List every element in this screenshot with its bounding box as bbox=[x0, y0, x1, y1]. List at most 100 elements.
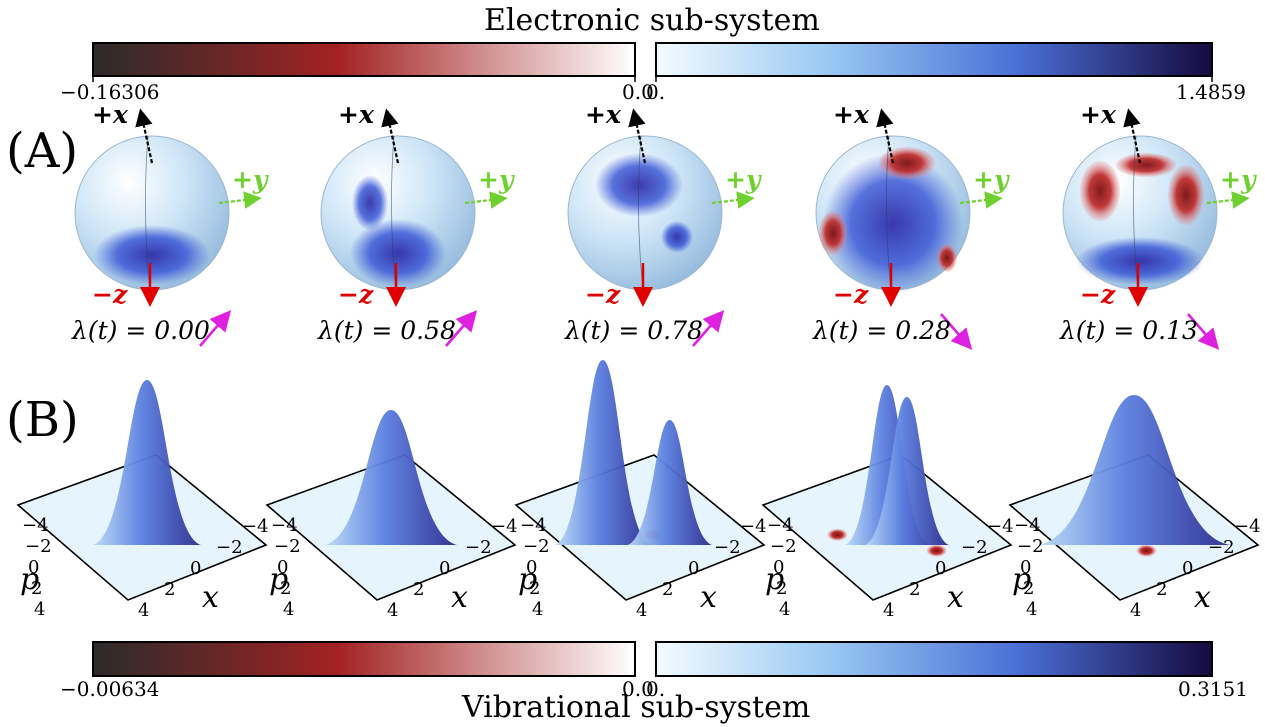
wigner-peak bbox=[554, 360, 651, 545]
sphere-positive-region bbox=[823, 153, 963, 293]
plus-y-label: +y bbox=[973, 165, 1009, 194]
sphere-negative-region bbox=[1168, 165, 1204, 225]
sphere-positive-region bbox=[350, 219, 446, 287]
phase-space-plane bbox=[514, 454, 766, 601]
wigner-surface-4 bbox=[761, 385, 1013, 601]
x-tick-label: 0 bbox=[688, 558, 700, 579]
wigner-surface-2 bbox=[265, 410, 517, 601]
electronic-colorbar-title: Electronic sub-system bbox=[484, 3, 820, 38]
sphere-positive-region bbox=[1076, 237, 1204, 285]
p-axis-label: p bbox=[518, 562, 538, 597]
p-tick-label: −2 bbox=[523, 536, 550, 557]
x-tick-label: 2 bbox=[909, 579, 921, 600]
p-tick-label: −4 bbox=[767, 515, 794, 536]
electronic-pos-max-label: 1.4859 bbox=[1176, 80, 1246, 104]
bloch-sphere-2 bbox=[320, 108, 508, 347]
p-tick-label: 0 bbox=[1020, 557, 1032, 578]
bloch-sphere-1 bbox=[74, 108, 262, 347]
x-tick-label: 2 bbox=[1156, 579, 1168, 600]
p-tick-label: 0 bbox=[277, 557, 289, 578]
p-tick-label: −2 bbox=[274, 536, 301, 557]
negative-region bbox=[926, 544, 947, 557]
panel-a-label: (A) bbox=[6, 123, 79, 179]
plus-x-arrow bbox=[135, 108, 154, 164]
sphere-negative-region bbox=[819, 211, 847, 255]
plus-y-label: +y bbox=[232, 165, 268, 194]
p-tick-label: 4 bbox=[532, 599, 544, 620]
sphere-meridian bbox=[1133, 135, 1139, 291]
trend-down-arrow bbox=[940, 313, 973, 350]
p-tick-label: −4 bbox=[22, 515, 49, 536]
plus-x-label: +x bbox=[585, 100, 621, 129]
plus-x-arrow bbox=[381, 108, 400, 164]
p-tick-label: 2 bbox=[280, 578, 292, 599]
plus-x-label: +x bbox=[338, 100, 374, 129]
electronic-pos-colorbar bbox=[655, 42, 1213, 77]
vibrational-pos-min-label: 0. bbox=[646, 677, 666, 701]
p-tick-label: 0 bbox=[773, 557, 785, 578]
p-tick-label: 0 bbox=[526, 557, 538, 578]
wigner-peak bbox=[864, 397, 949, 545]
panel-b-label: (B) bbox=[6, 392, 79, 448]
plus-y-label: +y bbox=[1220, 165, 1256, 194]
x-tick-label: 0 bbox=[935, 558, 947, 579]
electronic-neg-max-label: 0.0 bbox=[622, 80, 654, 104]
sphere-meridian bbox=[391, 135, 397, 291]
minus-z-label: −z bbox=[92, 280, 128, 309]
x-tick-label: −2 bbox=[465, 537, 492, 558]
electronic-neg-colorbar bbox=[92, 42, 636, 77]
p-axis-label: p bbox=[1012, 562, 1032, 597]
vibrational-neg-min-label: −0.00634 bbox=[60, 677, 160, 701]
lambda-label: λ(t) = 0.00 bbox=[72, 316, 210, 345]
bloch-sphere-4 bbox=[815, 108, 1003, 350]
minus-z-label: −z bbox=[833, 280, 869, 309]
plus-x-arrow bbox=[628, 108, 647, 164]
x-tick-label: 4 bbox=[1130, 600, 1142, 621]
sphere-meridian bbox=[145, 135, 151, 291]
x-tick-label: −2 bbox=[216, 537, 243, 558]
lambda-label: λ(t) = 0.28 bbox=[813, 316, 951, 345]
p-tick-label: 4 bbox=[1026, 599, 1038, 620]
x-tick-label: −4 bbox=[740, 516, 767, 537]
x-tick-label: −2 bbox=[1208, 537, 1235, 558]
minus-z-label: −z bbox=[585, 280, 621, 309]
x-tick-label: 2 bbox=[662, 579, 674, 600]
p-tick-label: −4 bbox=[1014, 515, 1041, 536]
x-tick-label: 0 bbox=[439, 558, 451, 579]
bloch-spheres-row bbox=[74, 108, 1250, 350]
negative-region bbox=[827, 528, 848, 541]
bloch-sphere-5 bbox=[1062, 108, 1250, 350]
vibrational-pos-colorbar bbox=[655, 641, 1213, 677]
trend-up-arrow bbox=[199, 310, 232, 347]
trend-up-arrow bbox=[445, 310, 478, 347]
x-tick-label: 4 bbox=[138, 600, 150, 621]
wigner-peak bbox=[627, 420, 712, 545]
sphere-meridian bbox=[638, 135, 644, 291]
sphere-positive-region bbox=[352, 175, 388, 231]
wigner-peak bbox=[92, 380, 201, 545]
sphere-positive-region bbox=[595, 153, 683, 217]
minus-z-label: −z bbox=[1080, 280, 1116, 309]
x-axis-label: x bbox=[1194, 580, 1211, 615]
plus-x-label: +x bbox=[92, 100, 128, 129]
sphere-positive-region bbox=[661, 221, 693, 253]
plus-y-label: +y bbox=[478, 165, 514, 194]
x-tick-label: 2 bbox=[413, 579, 425, 600]
p-axis-label: p bbox=[765, 562, 785, 597]
x-tick-label: 4 bbox=[387, 600, 399, 621]
plus-x-arrow bbox=[876, 108, 895, 164]
p-tick-label: 4 bbox=[779, 599, 791, 620]
wigner-surfaces-row bbox=[16, 360, 1260, 601]
wigner-surface-1 bbox=[16, 380, 268, 601]
x-tick-label: −4 bbox=[242, 516, 269, 537]
negative-region bbox=[1136, 544, 1157, 557]
x-tick-label: −2 bbox=[714, 537, 741, 558]
vibrational-neg-colorbar bbox=[92, 641, 636, 677]
x-axis-label: x bbox=[700, 580, 717, 615]
sphere-negative-region bbox=[1116, 153, 1176, 177]
x-tick-label: −4 bbox=[1234, 516, 1261, 537]
p-tick-label: 2 bbox=[31, 578, 43, 599]
x-tick-label: −2 bbox=[961, 537, 988, 558]
plus-x-label: +x bbox=[1080, 100, 1116, 129]
